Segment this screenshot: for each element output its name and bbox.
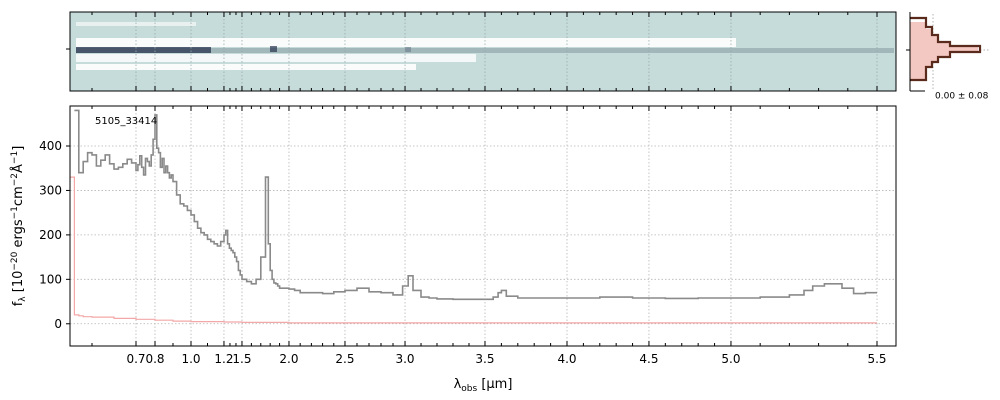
spectrum-2d-emission-blob: [405, 47, 411, 52]
spectrum-2d-bright-band: [76, 38, 736, 47]
x-tick-label: 1.2: [214, 352, 233, 366]
y-tick-label: 100: [39, 272, 62, 286]
x-tick-label: 1.5: [232, 352, 251, 366]
x-tick-label: 0.7: [126, 352, 145, 366]
spectrum-2d-frame: [69, 11, 897, 92]
spectrum-2d-bright-band: [76, 54, 476, 62]
spectrum-2d-trace-core: [76, 47, 211, 53]
spectrum-2d-gridlines: [135, 12, 878, 91]
x-tick-label: 3.5: [475, 352, 494, 366]
spectrum-1d-gridlines: [70, 106, 896, 346]
object-id-annotation: 5105_33414: [95, 116, 157, 127]
x-tick-label: 3.0: [395, 352, 414, 366]
x-tick-label: 2.5: [335, 352, 354, 366]
x-tick-label: 5.0: [721, 352, 740, 366]
x-tick-label: 0.8: [145, 352, 164, 366]
x-tick-label: 2.0: [279, 352, 298, 366]
flux-series: [74, 109, 877, 301]
y-tick-label: 200: [39, 228, 62, 242]
histogram-panel: 0.00 ± 0.08: [906, 12, 990, 102]
spectrum-1d-ticks: 0.7 0.8 1.0 1.21.5 2.0 2.5 3.0 3.5 4.0 4.5 5.0 5.5 0…: [39, 106, 887, 366]
spectrum-1d-panel: 0.7 0.8 1.0 1.21.5 2.0 2.5 3.0 3.5 4.0 4.5 5.0 5.5 0…: [10, 105, 897, 394]
histogram-outline: [910, 16, 982, 82]
spectrum-1d-frame: [69, 105, 897, 347]
y-tick-label: 400: [39, 139, 62, 153]
x-tick-label: 4.0: [557, 352, 576, 366]
error-series: [70, 176, 877, 324]
x-axis-label: λobs [μm]: [454, 377, 513, 394]
histogram-filled: [910, 22, 978, 80]
y-axis-label: fλ [10−20 ergs−1cm−2Å−1]: [10, 146, 28, 307]
histogram-label: 0.00 ± 0.08: [935, 92, 989, 102]
spectrum-2d-bright-band: [76, 64, 416, 70]
y-tick-label: 300: [39, 183, 62, 197]
x-tick-label: 4.5: [639, 352, 658, 366]
spectrum-1d-series: [70, 109, 877, 324]
spectrum-2d-emission-blob: [270, 46, 277, 52]
y-tick-label: 0: [54, 317, 62, 331]
x-tick-label: 1.0: [181, 352, 200, 366]
x-tick-label: 5.5: [867, 352, 886, 366]
spectrum-2d-panel: [66, 11, 897, 92]
